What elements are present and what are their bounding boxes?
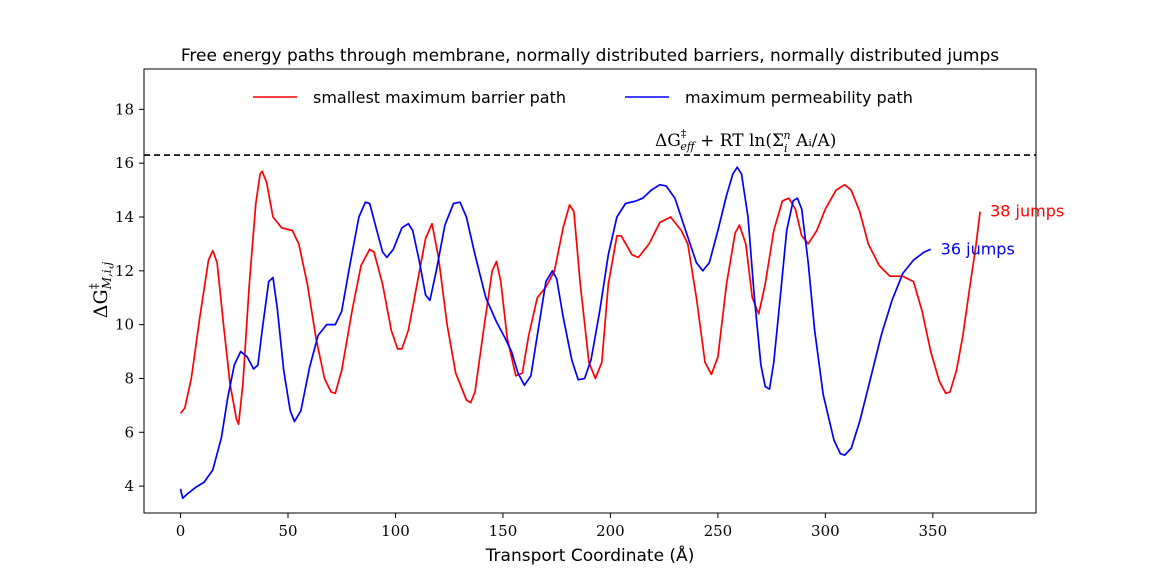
x-tick-label: 50 [278, 522, 297, 540]
y-axis-label: ΔG‡M,i,j [87, 262, 114, 319]
x-axis-label: Transport Coordinate (Å) [485, 544, 695, 566]
y-tick-label: 8 [124, 369, 134, 387]
y-tick-label: 12 [115, 262, 134, 280]
y-tick-label: 6 [124, 423, 134, 441]
x-tick-label: 150 [489, 522, 518, 540]
y-tick-label: 16 [115, 154, 134, 172]
y-tick-label: 18 [115, 100, 134, 118]
legend-label-max-permeability: maximum permeability path [685, 88, 913, 107]
x-tick-label: 300 [811, 522, 840, 540]
series-line-0 [179, 170, 981, 426]
x-tick-label: 250 [704, 522, 733, 540]
x-tick-label: 200 [596, 522, 625, 540]
reference-line-label: ΔG‡ eff + RT ln(Σin Aᵢ/A) [655, 127, 836, 155]
series-line-1 [179, 166, 932, 500]
series-layer: 38 jumps 36 jumps [179, 166, 1064, 500]
x-tick-label: 0 [176, 522, 186, 540]
chart-title: Free energy paths through membrane, norm… [181, 46, 999, 66]
legend: smallest maximum barrier path maximum pe… [253, 88, 913, 107]
x-tick-label: 100 [381, 522, 410, 540]
series-end-label-0: 38 jumps [990, 202, 1064, 221]
x-tick-label: 350 [919, 522, 948, 540]
legend-label-smallest-max-barrier: smallest maximum barrier path [313, 88, 566, 107]
series-end-label-1: 36 jumps [941, 239, 1015, 258]
x-axis: 0 50 100 150 200 250 300 350 [176, 513, 947, 540]
y-tick-label: 4 [124, 477, 134, 495]
plot-frame [143, 68, 1037, 514]
y-tick-label: 10 [115, 316, 134, 334]
reference-line-group: ΔG‡ eff + RT ln(Σin Aᵢ/A) [144, 127, 1036, 156]
y-tick-label: 14 [115, 208, 134, 226]
y-axis: 4 6 8 10 12 14 16 18 [115, 100, 144, 495]
